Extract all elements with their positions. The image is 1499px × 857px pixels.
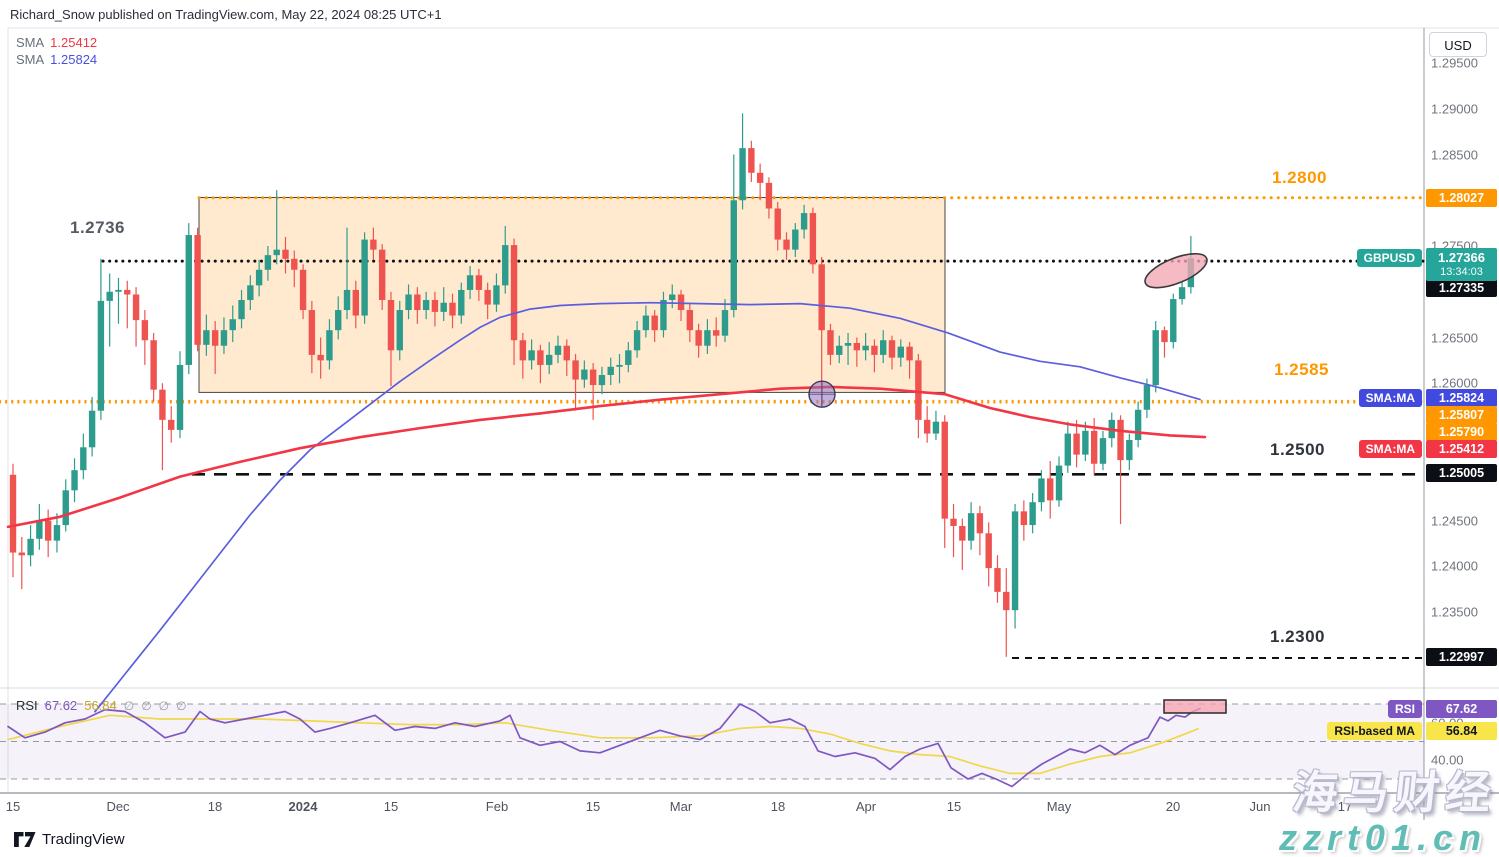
time-axis-tick: 2024 <box>288 799 318 814</box>
time-axis-tick: 18 <box>770 799 786 814</box>
rsi-label: RSI <box>16 698 38 713</box>
time-axis-tick: Jun <box>1249 799 1271 814</box>
tradingview-logo-icon <box>14 832 36 847</box>
sma-slow-value: 1.25824 <box>50 52 98 67</box>
time-axis-tick: 15 <box>946 799 962 814</box>
rsi-axis-tick: 40.00 <box>1431 752 1464 768</box>
price-badge[interactable]: 1.27335 <box>1426 279 1497 297</box>
sma-fast-label: SMA <box>16 35 45 50</box>
price-axis-tick: 1.23500 <box>1431 604 1478 620</box>
time-axis-tick: 20 <box>1165 799 1181 814</box>
legend-sma-fast[interactable]: SMA 1.25412 <box>16 34 97 51</box>
price-badge[interactable]: 1.22997 <box>1426 648 1497 666</box>
time-axis-tick: Feb <box>485 799 509 814</box>
price-tag[interactable]: SMA:MA <box>1358 389 1422 407</box>
sma-slow-label: SMA <box>16 52 45 67</box>
hidden-plot-icon[interactable]: ∅ <box>141 699 152 713</box>
current-price-badge[interactable]: 1.27366 13:34:03 <box>1426 248 1497 281</box>
price-axis-tick: 1.26500 <box>1431 330 1478 345</box>
price-tag[interactable]: SMA:MA <box>1358 440 1422 458</box>
current-price-value: 1.27366 <box>1438 250 1485 265</box>
price-badge[interactable]: 1.25005 <box>1426 464 1497 482</box>
rsi-legend[interactable]: RSI 67.62 56.84 ∅ ∅ ∅ ∅ <box>16 698 201 713</box>
sma-fast-value: 1.25412 <box>50 35 98 50</box>
rsi-tag[interactable]: RSI <box>1387 700 1422 718</box>
tradingview-logo-text: TradingView <box>42 831 125 848</box>
tradingview-logo[interactable]: TradingView <box>14 831 125 848</box>
rsi-badge[interactable]: 67.62 <box>1426 700 1497 718</box>
time-axis-tick: 18 <box>207 799 223 814</box>
hidden-plot-icon[interactable]: ∅ <box>176 699 187 713</box>
price-badge[interactable]: 1.28027 <box>1426 189 1497 207</box>
level-label: 1.2800 <box>1272 168 1327 187</box>
time-axis-tick: 17 <box>1337 799 1353 814</box>
time-axis-tick: 15 <box>5 799 21 814</box>
rsi-badge[interactable]: 56.84 <box>1426 722 1497 740</box>
time-axis-tick: Dec <box>106 799 130 814</box>
time-axis-tick: 15 <box>383 799 399 814</box>
price-axis-tick: 1.24000 <box>1431 558 1478 574</box>
price-axis-tick: 1.26000 <box>1431 375 1478 391</box>
price-tag[interactable]: GBPUSD <box>1356 249 1422 267</box>
hidden-plot-icon[interactable]: ∅ <box>123 699 135 713</box>
level-label: 1.2585 <box>1274 360 1329 379</box>
level-label: 1.2300 <box>1270 627 1325 646</box>
rsi-value: 67.62 <box>44 698 78 713</box>
price-badge[interactable]: 1.25412 <box>1426 440 1497 458</box>
price-axis-tick: 1.29000 <box>1431 101 1478 117</box>
time-axis-tick: 15 <box>585 799 601 814</box>
currency-toggle-button[interactable]: USD <box>1429 32 1487 57</box>
rsi-ma-value: 56.84 <box>84 698 117 713</box>
price-badge[interactable]: 1.25807 <box>1426 406 1497 424</box>
level-label: 1.2736 <box>70 218 125 237</box>
level-label: 1.2500 <box>1270 440 1325 459</box>
price-axis-tick: 1.24500 <box>1431 513 1478 528</box>
price-badge[interactable]: 1.25790 <box>1426 423 1497 441</box>
bar-countdown: 13:34:03 <box>1440 266 1483 278</box>
rsi-tag[interactable]: RSI-based MA <box>1327 722 1422 740</box>
watermark-site-name: 海马财经 <box>1289 767 1499 818</box>
price-badge[interactable]: 1.25824 <box>1426 389 1497 407</box>
time-axis-tick: May <box>1046 799 1072 814</box>
watermark-site-url: zzrt01.cn <box>1278 817 1487 857</box>
publish-header: Richard_Snow published on TradingView.co… <box>10 7 442 22</box>
time-axis-tick: Mar <box>669 799 693 814</box>
price-axis-tick: 1.28500 <box>1431 147 1478 162</box>
price-axis-tick: 1.29500 <box>1431 55 1478 71</box>
indicator-legend: SMA 1.25412 SMA 1.25824 <box>16 34 97 68</box>
legend-sma-slow[interactable]: SMA 1.25824 <box>16 51 97 68</box>
hidden-plot-icon[interactable]: ∅ <box>158 699 170 713</box>
time-axis-tick: Apr <box>855 799 877 814</box>
